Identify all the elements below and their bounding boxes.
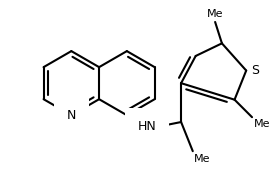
Text: N: N [67,109,76,122]
Text: Me: Me [254,119,270,129]
Text: Me: Me [207,9,223,19]
Text: Me: Me [194,154,210,164]
Text: S: S [251,64,259,77]
Text: HN: HN [138,120,156,133]
